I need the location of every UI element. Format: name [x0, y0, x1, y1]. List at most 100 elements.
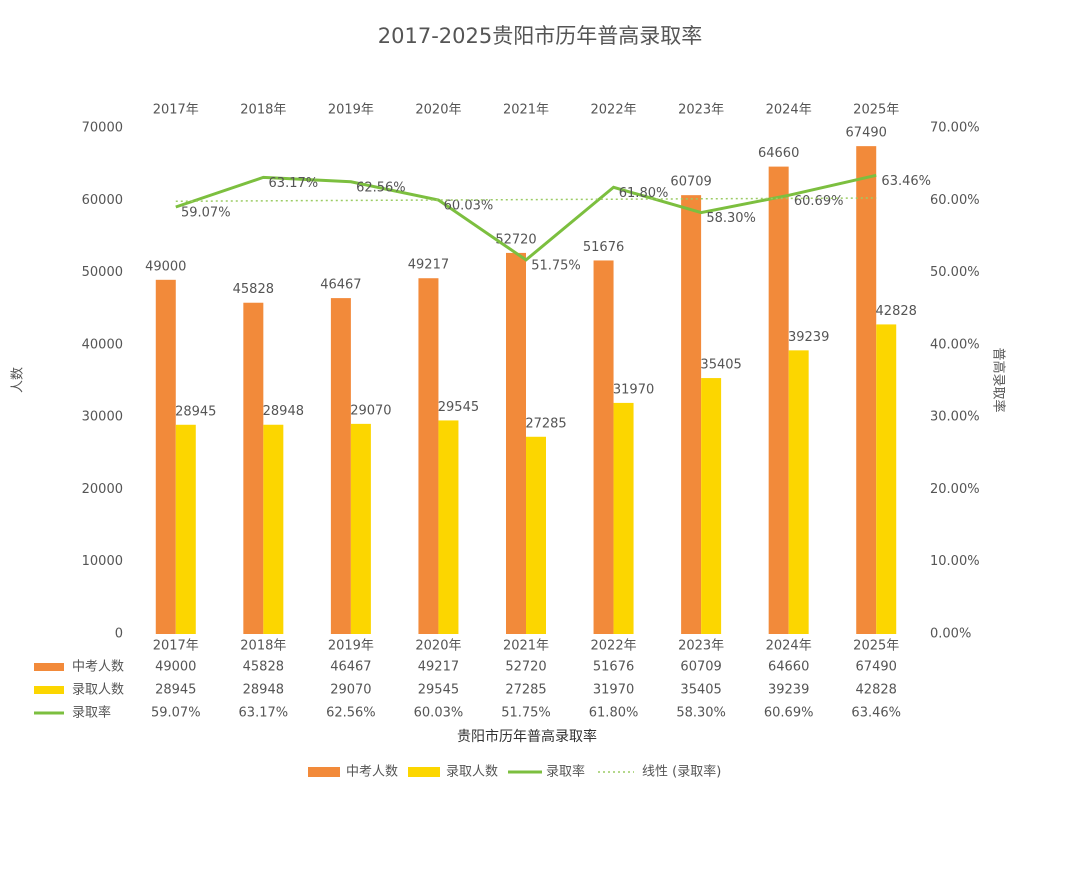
- bar: [175, 424, 196, 634]
- legend-label: 中考人数: [346, 765, 398, 780]
- bar: [438, 420, 459, 634]
- y2-axis-label: 普高录取率: [991, 347, 1007, 412]
- data-label: 51676: [583, 240, 624, 255]
- data-label: 63.46%: [881, 174, 931, 189]
- legend-key: [408, 767, 440, 777]
- y-tick-label: 30000: [82, 410, 123, 425]
- chart-title: 2017-2025贵阳市历年普高录取率: [378, 24, 702, 48]
- table-header: 2023年: [678, 639, 724, 654]
- bar: [681, 195, 702, 635]
- data-label: 46467: [320, 278, 361, 293]
- data-label: 64660: [758, 146, 799, 161]
- x-tick-label-top: 2022年: [591, 103, 637, 118]
- y2-tick-label: 0.00%: [930, 627, 971, 642]
- data-label: 60.69%: [794, 194, 844, 209]
- data-label: 63.17%: [269, 176, 319, 191]
- table-cell: 49000: [155, 660, 196, 675]
- table-key: [34, 663, 64, 671]
- y-tick-label: 60000: [82, 193, 123, 208]
- table-cell: 45828: [243, 660, 284, 675]
- bar: [768, 166, 789, 634]
- data-label: 58.30%: [706, 211, 756, 226]
- bar: [876, 324, 897, 634]
- table-header: 2025年: [853, 639, 899, 654]
- y-tick-label: 70000: [82, 121, 123, 136]
- data-label: 60.03%: [444, 199, 494, 214]
- data-label: 28948: [263, 404, 304, 419]
- x-tick-label-top: 2017年: [153, 103, 199, 118]
- y2-tick-label: 50.00%: [930, 265, 980, 280]
- table-cell: 60.03%: [414, 706, 464, 721]
- table-header: 2021年: [503, 639, 549, 654]
- data-label: 59.07%: [181, 206, 231, 221]
- y2-tick-label: 70.00%: [930, 121, 980, 136]
- legend-label: 录取率: [546, 764, 585, 780]
- table-cell: 29545: [418, 683, 459, 698]
- y-tick-label: 0: [115, 627, 123, 642]
- x-tick-label-top: 2020年: [415, 103, 461, 118]
- data-label: 45828: [233, 282, 274, 297]
- table-cell: 29070: [330, 683, 371, 698]
- table-cell: 63.17%: [239, 706, 289, 721]
- data-label: 39239: [788, 330, 829, 345]
- bar: [506, 252, 526, 634]
- legend-key: [308, 767, 340, 777]
- y-axis-label: 人数: [11, 367, 26, 393]
- bar: [856, 146, 877, 634]
- bar: [788, 350, 809, 634]
- y-tick-label: 20000: [82, 482, 123, 497]
- table-cell: 35405: [680, 683, 721, 698]
- legend-label: 录取人数: [446, 765, 498, 780]
- data-label: 27285: [525, 416, 566, 431]
- data-label: 31970: [613, 382, 654, 397]
- table-row-label: 录取率: [72, 705, 111, 721]
- y-tick-label: 50000: [82, 265, 123, 280]
- bar: [526, 436, 546, 634]
- table-cell: 60709: [680, 660, 721, 675]
- y-tick-label: 40000: [82, 337, 123, 352]
- table-header: 2022年: [591, 639, 637, 654]
- bar: [701, 378, 722, 634]
- y2-tick-label: 60.00%: [930, 193, 980, 208]
- x-tick-label-top: 2019年: [328, 103, 374, 118]
- table-cell: 67490: [856, 660, 897, 675]
- table-cell: 61.80%: [589, 706, 639, 721]
- y2-tick-label: 20.00%: [930, 482, 980, 497]
- bar: [593, 260, 614, 634]
- table-header: 2020年: [415, 639, 461, 654]
- table-row-label: 中考人数: [72, 660, 124, 675]
- data-label: 52720: [495, 232, 536, 247]
- table-cell: 39239: [768, 683, 809, 698]
- table-cell: 28945: [155, 683, 196, 698]
- bar: [613, 402, 634, 634]
- table-cell: 51676: [593, 660, 634, 675]
- table-header: 2024年: [766, 639, 812, 654]
- table-cell: 49217: [418, 660, 459, 675]
- trendline: [175, 197, 877, 202]
- bar: [418, 278, 439, 634]
- table-cell: 27285: [505, 683, 546, 698]
- y2-tick-label: 10.00%: [930, 554, 980, 569]
- table-cell: 62.56%: [326, 706, 376, 721]
- data-label: 67490: [846, 126, 887, 141]
- data-label: 29545: [438, 400, 479, 415]
- legend-label: 线性 (录取率): [642, 764, 721, 780]
- x-axis-label: 贵阳市历年普高录取率: [457, 728, 597, 745]
- line: [175, 173, 877, 262]
- table-row-label: 录取人数: [72, 683, 124, 698]
- x-tick-label-top: 2023年: [678, 103, 724, 118]
- bar: [350, 423, 371, 634]
- x-tick-label-top: 2025年: [853, 103, 899, 118]
- table-cell: 60.69%: [764, 706, 814, 721]
- data-label: 49000: [145, 259, 186, 274]
- table-cell: 46467: [330, 660, 371, 675]
- table-key: [34, 686, 64, 694]
- data-label: 49217: [408, 258, 449, 273]
- table-cell: 58.30%: [676, 706, 726, 721]
- data-label: 62.56%: [356, 180, 406, 195]
- table-cell: 28948: [243, 683, 284, 698]
- bar: [243, 302, 264, 634]
- data-label: 60709: [670, 175, 711, 190]
- table-cell: 63.46%: [851, 706, 901, 721]
- x-tick-label-top: 2024年: [766, 103, 812, 118]
